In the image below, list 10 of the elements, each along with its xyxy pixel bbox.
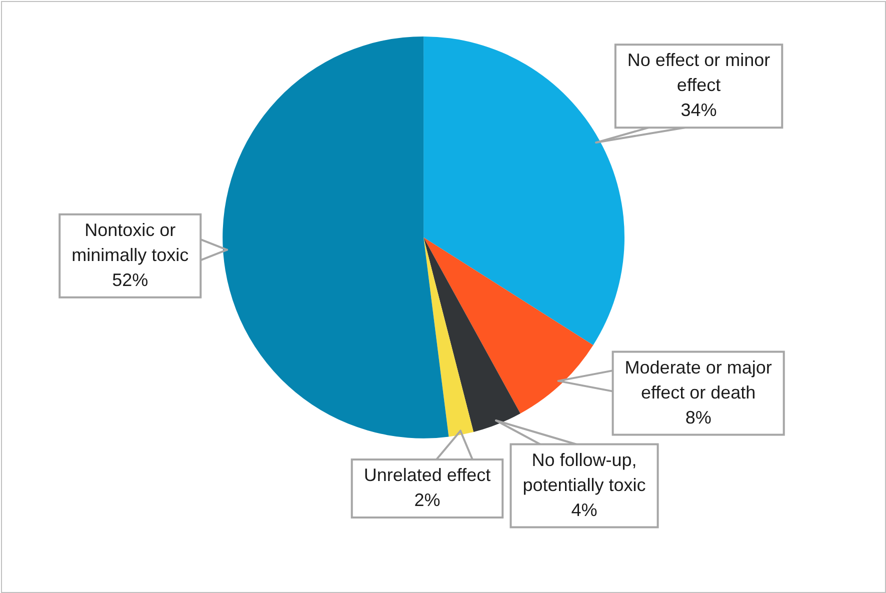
data-label: 4% <box>571 500 598 520</box>
data-label: 8% <box>685 407 712 428</box>
slice-label: Unrelated effect <box>364 465 491 486</box>
slice-label: Moderate or major effect or death <box>624 357 772 402</box>
data-label: 52% <box>112 270 148 290</box>
slice-label: No effect or minor effect <box>627 50 770 96</box>
slice-label: Nontoxic or minimally toxic <box>72 220 189 265</box>
slice-label: No follow-up, potentially toxic <box>522 450 646 495</box>
data-label: 34% <box>680 100 717 120</box>
data-label: 2% <box>414 490 440 510</box>
